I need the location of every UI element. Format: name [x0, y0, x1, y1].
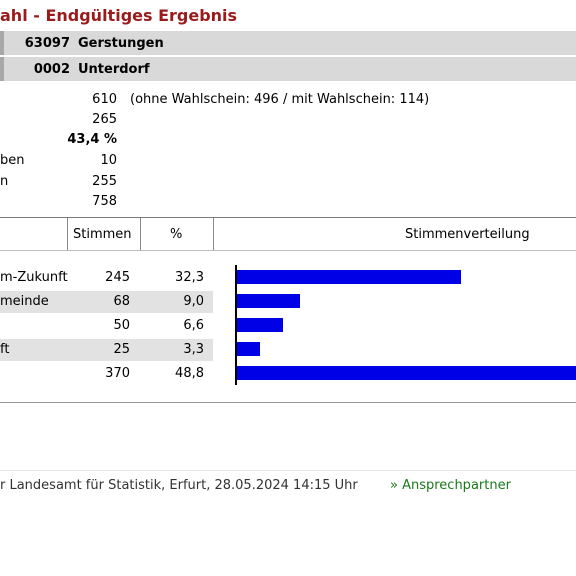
page-title: ahl - Endgültiges Ergebnis — [0, 6, 238, 25]
votes-percent: 9,0 — [183, 294, 204, 309]
votes-count: 370 — [105, 366, 130, 381]
votes-percent: 3,3 — [183, 342, 204, 357]
table-row: 50 6,6 — [0, 315, 213, 337]
party-name: m-Zukunft — [0, 270, 68, 285]
distribution-bar — [237, 318, 283, 332]
stat-label: n — [0, 174, 9, 189]
district-name: Unterdorf — [78, 62, 150, 77]
distribution-bar — [237, 366, 576, 380]
table-row: m-Zukunft 245 32,3 — [0, 267, 213, 289]
footer-divider — [0, 470, 576, 471]
table-row: meinde 68 9,0 — [0, 291, 213, 313]
header-percent: % — [170, 227, 183, 242]
distribution-axis — [235, 265, 237, 385]
votes-percent: 32,3 — [175, 270, 204, 285]
header-distribution: Stimmenverteilung — [405, 227, 530, 242]
stat-value: 758 — [92, 194, 117, 209]
row-marker — [0, 31, 4, 55]
header-stimmen: Stimmen — [73, 227, 132, 242]
column-separator — [67, 218, 68, 250]
stat-value: 255 — [92, 174, 117, 189]
contact-link[interactable]: » Ansprechpartner — [390, 478, 511, 493]
stat-note: (ohne Wahlschein: 496 / mit Wahlschein: … — [130, 92, 430, 107]
stat-value: 10 — [100, 153, 117, 168]
district-row: 0002 Unterdorf — [0, 57, 576, 81]
table-row: 370 48,8 — [0, 363, 213, 385]
votes-percent: 48,8 — [175, 366, 204, 381]
votes-count: 25 — [113, 342, 130, 357]
column-separator — [213, 218, 214, 250]
district-code: 0002 — [33, 62, 70, 77]
distribution-bar — [237, 294, 300, 308]
footer-source: r Landesamt für Statistik, Erfurt, 28.05… — [0, 478, 358, 493]
votes-percent: 6,6 — [183, 318, 204, 333]
municipality-row: 63097 Gerstungen — [0, 31, 576, 55]
party-name: ft — [0, 342, 10, 357]
stat-value: 265 — [92, 112, 117, 127]
row-marker — [0, 57, 4, 81]
stat-label: ben — [0, 153, 25, 168]
turnout-value: 43,4 % — [67, 132, 117, 147]
distribution-bar — [237, 342, 260, 356]
votes-count: 68 — [113, 294, 130, 309]
municipality-name: Gerstungen — [78, 36, 164, 51]
votes-count: 50 — [113, 318, 130, 333]
municipality-code: 63097 — [24, 36, 70, 51]
distribution-bar — [237, 270, 461, 284]
stat-value: 610 — [92, 92, 117, 107]
votes-table-header: Stimmen % Stimmenverteilung — [0, 217, 576, 251]
party-name: meinde — [0, 294, 49, 309]
votes-count: 245 — [105, 270, 130, 285]
table-bottom-divider — [0, 402, 576, 403]
table-row: ft 25 3,3 — [0, 339, 213, 361]
column-separator — [140, 218, 141, 250]
